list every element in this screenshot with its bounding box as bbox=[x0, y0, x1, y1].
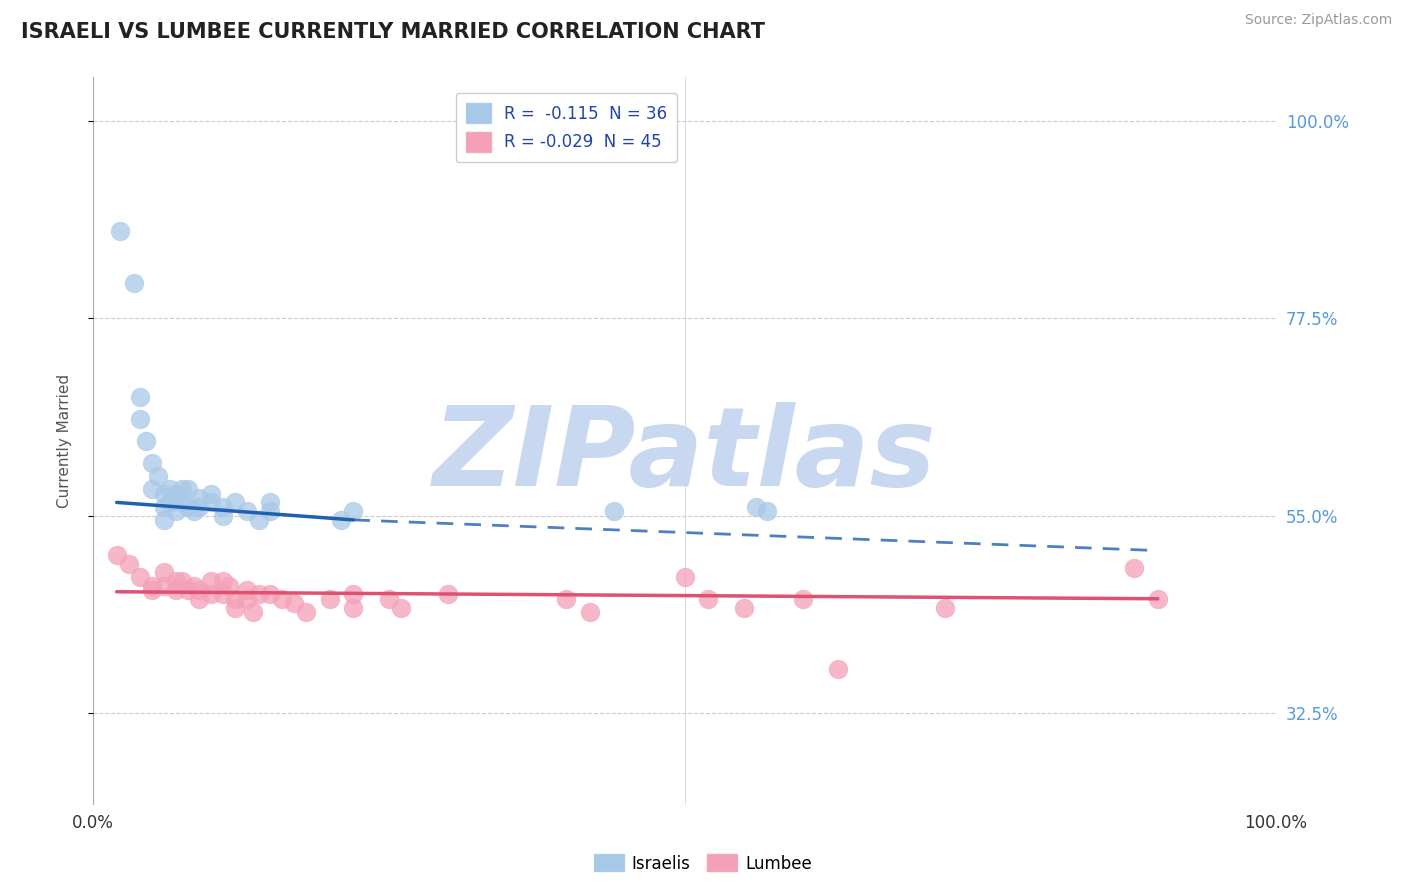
Point bbox=[129, 570, 152, 584]
Point bbox=[224, 495, 246, 509]
Point bbox=[792, 591, 814, 606]
Point bbox=[200, 486, 222, 500]
Point bbox=[153, 566, 176, 580]
Point bbox=[170, 482, 193, 496]
Point bbox=[224, 600, 246, 615]
Point bbox=[330, 513, 353, 527]
Point bbox=[124, 277, 146, 291]
Point bbox=[188, 491, 211, 505]
Point bbox=[183, 504, 205, 518]
Point bbox=[934, 600, 956, 615]
Point bbox=[141, 582, 163, 597]
Point bbox=[153, 579, 176, 593]
Point bbox=[1146, 591, 1168, 606]
Point bbox=[218, 579, 240, 593]
Point bbox=[153, 500, 176, 514]
Point bbox=[117, 557, 139, 571]
Point bbox=[271, 591, 294, 606]
Point bbox=[141, 482, 163, 496]
Legend: R =  -0.115  N = 36, R = -0.029  N = 45: R = -0.115 N = 36, R = -0.029 N = 45 bbox=[456, 93, 676, 162]
Point bbox=[756, 504, 779, 518]
Point bbox=[105, 548, 128, 562]
Point bbox=[165, 486, 187, 500]
Point bbox=[259, 504, 281, 518]
Point bbox=[733, 600, 755, 615]
Point bbox=[283, 596, 305, 610]
Point bbox=[579, 605, 602, 619]
Point bbox=[236, 591, 259, 606]
Point bbox=[153, 513, 176, 527]
Point bbox=[295, 605, 318, 619]
Point bbox=[389, 600, 412, 615]
Point bbox=[1123, 561, 1146, 575]
Point bbox=[170, 574, 193, 589]
Point bbox=[602, 504, 624, 518]
Point bbox=[176, 582, 198, 597]
Point bbox=[200, 587, 222, 601]
Point bbox=[129, 412, 152, 426]
Point bbox=[342, 600, 364, 615]
Point bbox=[200, 574, 222, 589]
Text: ZIPatlas: ZIPatlas bbox=[433, 402, 936, 509]
Point bbox=[212, 508, 235, 523]
Point bbox=[247, 587, 270, 601]
Point bbox=[153, 486, 176, 500]
Point bbox=[827, 662, 849, 676]
Legend: Israelis, Lumbee: Israelis, Lumbee bbox=[586, 847, 820, 880]
Point bbox=[183, 579, 205, 593]
Point bbox=[188, 500, 211, 514]
Point bbox=[176, 482, 198, 496]
Point bbox=[318, 591, 340, 606]
Text: Source: ZipAtlas.com: Source: ZipAtlas.com bbox=[1244, 13, 1392, 28]
Point bbox=[673, 570, 696, 584]
Point bbox=[342, 587, 364, 601]
Point bbox=[110, 224, 132, 238]
Point bbox=[129, 390, 152, 404]
Point bbox=[141, 456, 163, 470]
Point bbox=[378, 591, 401, 606]
Point bbox=[437, 587, 460, 601]
Text: ISRAELI VS LUMBEE CURRENTLY MARRIED CORRELATION CHART: ISRAELI VS LUMBEE CURRENTLY MARRIED CORR… bbox=[21, 22, 765, 42]
Point bbox=[165, 582, 187, 597]
Point bbox=[259, 495, 281, 509]
Point bbox=[200, 495, 222, 509]
Point bbox=[744, 500, 766, 514]
Point bbox=[159, 495, 181, 509]
Point bbox=[242, 605, 264, 619]
Point bbox=[141, 579, 163, 593]
Point bbox=[212, 574, 235, 589]
Point bbox=[236, 582, 259, 597]
Point bbox=[170, 495, 193, 509]
Point bbox=[212, 500, 235, 514]
Point bbox=[135, 434, 157, 448]
Y-axis label: Currently Married: Currently Married bbox=[58, 374, 72, 508]
Point bbox=[159, 482, 181, 496]
Point bbox=[247, 513, 270, 527]
Point bbox=[165, 504, 187, 518]
Point bbox=[165, 574, 187, 589]
Point bbox=[259, 587, 281, 601]
Point bbox=[342, 504, 364, 518]
Point bbox=[236, 504, 259, 518]
Point bbox=[212, 587, 235, 601]
Point bbox=[146, 469, 169, 483]
Point bbox=[555, 591, 578, 606]
Point bbox=[697, 591, 720, 606]
Point bbox=[188, 582, 211, 597]
Point bbox=[188, 591, 211, 606]
Point bbox=[224, 591, 246, 606]
Point bbox=[176, 500, 198, 514]
